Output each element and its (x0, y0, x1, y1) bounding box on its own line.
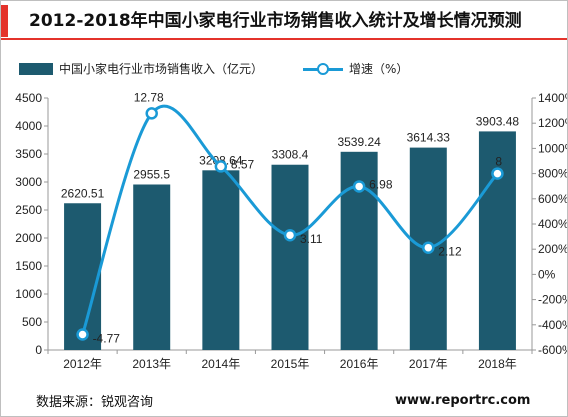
growth-point (422, 241, 435, 254)
left-axis-tick-label: 1000 (15, 287, 42, 301)
bar-value-label: 2620.51 (61, 186, 105, 200)
growth-value-label: -4.77 (93, 332, 121, 346)
chart-plot: 0 500 1000 1500 2000 2500 3000 3500 4000 4500 -600… (15, 90, 567, 371)
right-axis-tick-label: 1200% (538, 116, 567, 130)
right-axis-tick-label: 400% (538, 217, 567, 231)
right-axis-tick-label: 1000% (538, 141, 567, 155)
growth-value-label: 8 (495, 155, 502, 169)
data-source: 数据来源：锐观咨询 (36, 395, 154, 410)
bar-value-label: 2955.5 (133, 167, 170, 181)
growth-value-label: 2.12 (438, 245, 462, 259)
left-axis-tick-label: 2500 (15, 203, 42, 217)
right-axis-tick-label: 0% (538, 267, 556, 281)
right-axis-tick-label: 600% (538, 192, 567, 206)
growth-point (352, 180, 366, 193)
bar-value-label: 3539.24 (337, 135, 381, 149)
growth-point (145, 107, 158, 120)
growth-point (283, 228, 297, 242)
growth-value-label: 8.57 (231, 157, 255, 171)
left-axis-tick-label: 4000 (15, 119, 42, 133)
left-axis-tick-label: 3500 (15, 147, 42, 161)
growth-value-label: 6.98 (369, 177, 393, 191)
growth-value-label: 3.11 (300, 232, 323, 246)
left-axis-tick-label: 0 (35, 343, 42, 357)
left-axis-tick-label: 3000 (15, 175, 42, 189)
x-axis-tick-label: 2016年 (340, 357, 379, 371)
left-axis-tick-label: 500 (22, 315, 42, 329)
growth-point (76, 328, 89, 341)
chart-title: 2012-2018年中国小家电行业市场销售收入统计及增长情况预测 (29, 11, 522, 31)
x-axis-tick-label: 2015年 (271, 357, 310, 371)
x-axis-tick-label: 2014年 (202, 357, 241, 371)
right-axis-tick-label: -200% (538, 293, 567, 307)
left-axis-tick-label: 2000 (15, 231, 42, 245)
bar-value-label: 3903.48 (476, 114, 520, 128)
title-accent-bar (1, 5, 8, 37)
growth-value-label: 12.78 (134, 90, 164, 104)
legend-bar-swatch (19, 62, 53, 75)
legend-line-swatch (303, 62, 344, 75)
legend-line-label: 增速（%） (349, 62, 409, 76)
legend: 中国小家电行业市场销售收入（亿元） 增速（%） (19, 60, 408, 77)
title-underline (1, 38, 567, 40)
right-axis-tick-label: 800% (538, 167, 567, 181)
x-axis-tick-label: 2012年 (63, 357, 102, 371)
left-axis-tick-label: 4500 (15, 91, 42, 105)
bar (133, 184, 171, 350)
bar (64, 203, 102, 350)
bar-value-label: 3614.33 (407, 131, 451, 145)
website: www.reportrc.com (395, 393, 531, 408)
bar (271, 164, 309, 350)
x-axis-tick-label: 2018年 (478, 357, 517, 371)
growth-point (491, 167, 504, 180)
right-axis-tick-label: -400% (538, 318, 567, 332)
left-axis-tick-label: 1500 (15, 259, 42, 273)
right-axis-tick-label: 1400% (538, 91, 567, 105)
legend-bar-label: 中国小家电行业市场销售收入（亿元） (59, 62, 264, 76)
growth-point (214, 160, 228, 173)
right-axis-tick-label: 200% (538, 242, 567, 256)
bar-value-label: 3308.4 (272, 148, 309, 162)
x-axis-tick-label: 2017年 (409, 357, 448, 371)
x-axis-tick-label: 2013年 (132, 357, 171, 371)
bar (202, 170, 240, 350)
right-axis-tick-label: -600% (538, 343, 567, 357)
